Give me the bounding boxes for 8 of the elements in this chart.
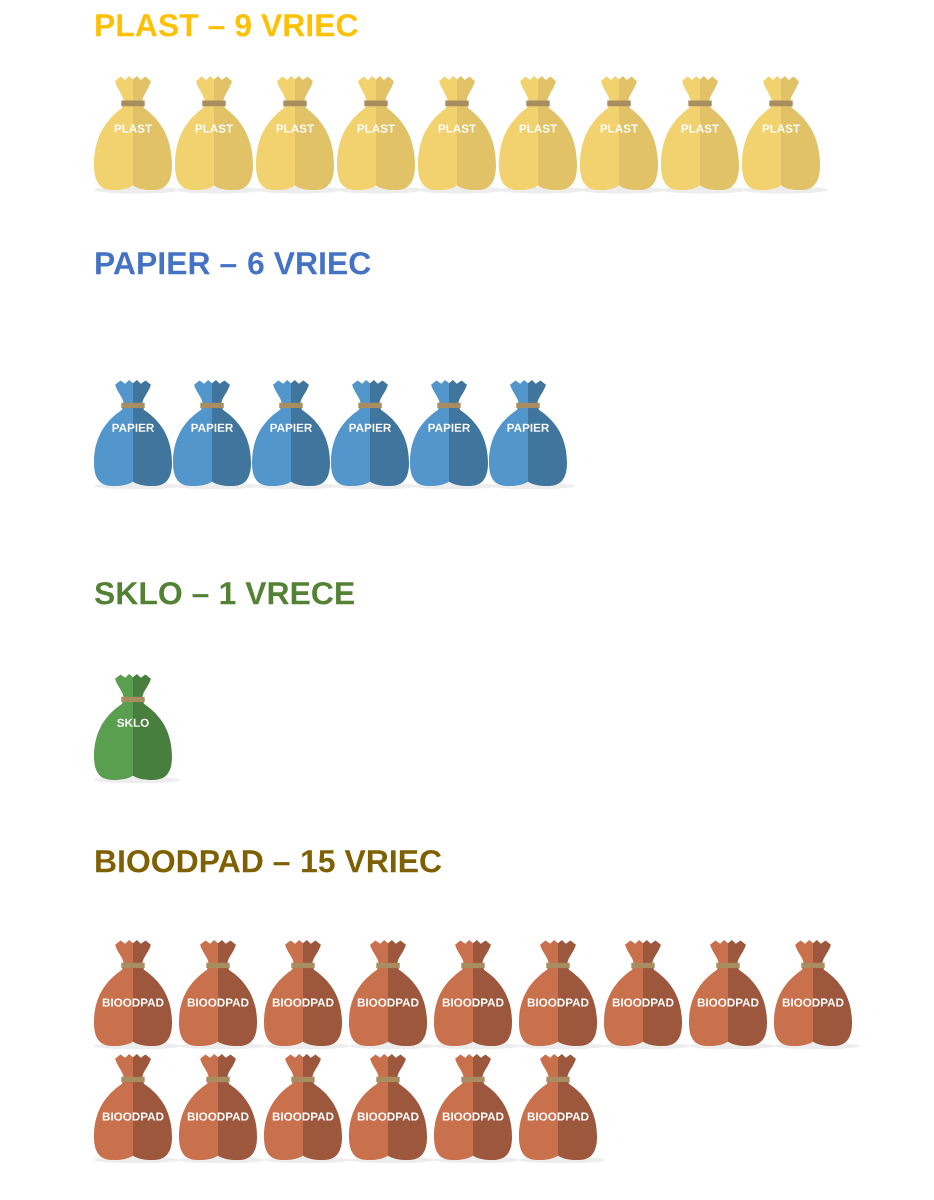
data-label: 15 VRIEC (302, 849, 442, 873)
text: PAPIER – (96, 252, 237, 275)
text: SKLO – (94, 581, 209, 605)
text: BIOODPAD – (96, 849, 290, 873)
data-label: 9 VRIEC (235, 13, 358, 37)
text: PLAST – (96, 13, 225, 37)
data-label: 1 VRECE (220, 581, 354, 605)
data-label: 6 VRIEC (248, 251, 371, 275)
